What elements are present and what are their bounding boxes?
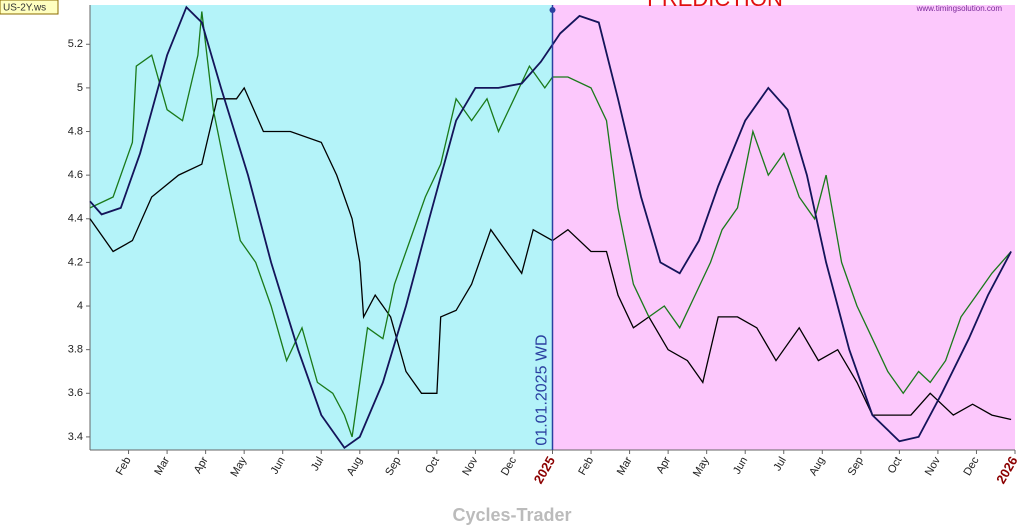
y-tick-label: 4.2 <box>68 256 83 268</box>
y-tick-label: 4.6 <box>68 169 83 181</box>
series-line <box>89 11 1012 438</box>
x-tick-label: Mar <box>152 455 172 478</box>
prediction-region <box>552 5 1015 450</box>
x-tick-label: Sep <box>383 455 403 478</box>
y-tick-label: 4.4 <box>68 213 83 225</box>
divider-label: 01.01.2025 WD <box>534 334 551 445</box>
x-tick-label: Jul <box>309 455 326 473</box>
y-tick-label: 4.8 <box>68 125 83 137</box>
x-tick-label: May <box>691 455 712 479</box>
y-tick-label: 5.2 <box>68 38 83 50</box>
x-tick-label: Apr <box>654 455 673 476</box>
x-tick-label: 2025 <box>531 454 558 487</box>
series-line <box>89 86 1012 421</box>
x-tick-label: Nov <box>923 455 943 478</box>
x-tick-label: 2026 <box>993 454 1020 487</box>
history-region <box>90 5 553 450</box>
x-tick-label: Jun <box>269 455 288 476</box>
x-tick-label: Dec <box>961 455 981 478</box>
series-tag: US-2Y.ws <box>3 3 46 14</box>
x-tick-label: Feb <box>114 455 134 477</box>
x-tick-label: Oct <box>423 455 442 476</box>
x-tick-label: Nov <box>460 455 480 478</box>
x-tick-label: Dec <box>499 455 519 478</box>
y-tick-label: 3.4 <box>68 431 83 443</box>
y-tick-label: 5 <box>77 82 83 94</box>
series-line <box>89 5 1012 450</box>
footer-label: Cycles-Trader <box>452 505 571 525</box>
x-tick-label: Mar <box>615 455 635 478</box>
x-tick-label: Jun <box>731 455 750 476</box>
x-tick-label: Feb <box>576 455 596 477</box>
x-tick-label: Apr <box>192 455 211 476</box>
y-tick-label: 3.8 <box>68 344 83 356</box>
x-tick-label: Jul <box>771 455 788 473</box>
series-tag-box <box>0 0 59 15</box>
divider-marker <box>549 7 556 13</box>
x-tick-label: Sep <box>846 455 866 478</box>
source-label: www.timingsolution.com <box>916 4 1003 13</box>
x-tick-label: Aug <box>345 455 365 478</box>
chart-title: PREDICTION <box>647 0 783 11</box>
x-tick-label: Aug <box>807 455 827 478</box>
x-tick-label: May <box>228 455 249 479</box>
y-tick-label: 3.6 <box>68 387 83 399</box>
y-tick-label: 4 <box>77 300 83 312</box>
x-tick-label: Oct <box>886 455 905 476</box>
